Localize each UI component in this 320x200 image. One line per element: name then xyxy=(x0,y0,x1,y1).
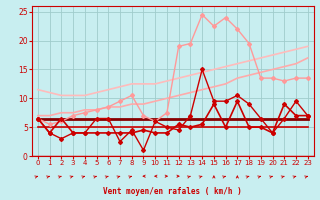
Text: Vent moyen/en rafales ( km/h ): Vent moyen/en rafales ( km/h ) xyxy=(103,187,242,196)
